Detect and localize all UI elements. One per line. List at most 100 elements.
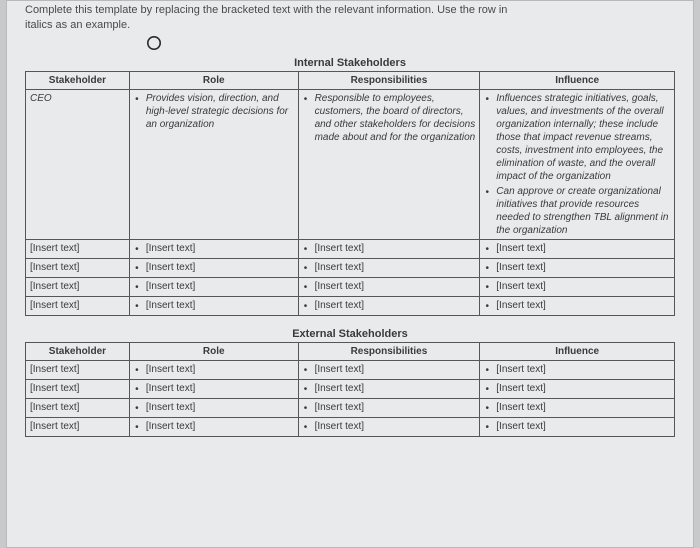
table-row: [Insert text] • [Insert text] • [Insert te… <box>26 360 675 379</box>
bullet-icon: • <box>134 280 140 294</box>
cell-text: [Insert text] <box>146 420 294 434</box>
col-stakeholder: Stakeholder <box>26 342 130 360</box>
cell-stakeholder: [Insert text] <box>26 277 130 296</box>
ceo-resp-text: Responsible to employees, customers, the… <box>315 92 476 144</box>
table-row: [Insert text] • [Insert text] • [Insert te… <box>26 379 675 398</box>
table-row: [Insert text] • [Insert text] • [Insert te… <box>26 296 675 315</box>
cell-infl: • [Insert text] <box>480 239 675 258</box>
bullet-icon: • <box>134 363 140 377</box>
ceo-influence: • Influences strategic initiatives, goal… <box>480 89 675 239</box>
bullet-icon: • <box>484 280 490 294</box>
bullet-icon: • <box>303 261 309 275</box>
ceo-infl-b: Can approve or create organizational ini… <box>496 185 670 237</box>
instruction-line-2: italics as an example. <box>25 19 130 31</box>
bullet-icon: • <box>134 261 140 275</box>
bullet-icon: • <box>484 420 490 434</box>
cell-infl: •[Insert text] <box>480 296 675 315</box>
cell-text: [Insert text] <box>315 382 476 396</box>
instruction-text: Complete this template by replacing the … <box>25 1 675 33</box>
cell-text: [Insert text] <box>146 363 294 377</box>
cell-text: [Insert text] <box>315 261 476 275</box>
cell-text: [Insert text] <box>496 420 670 434</box>
cell-text: [Insert text] <box>496 299 670 313</box>
cell-role: • [Insert text] <box>129 360 298 379</box>
col-role: Role <box>129 71 298 89</box>
bullet-icon: • <box>484 363 490 377</box>
table-row: [Insert text] • [Insert text] • [Insert te… <box>26 258 675 277</box>
cell-text: [Insert text] <box>315 242 476 256</box>
col-stakeholder: Stakeholder <box>26 71 130 89</box>
cell-resp: • [Insert text] <box>298 379 480 398</box>
cell-role: • [Insert text] <box>129 277 298 296</box>
ceo-responsibilities: • Responsible to employees, customers, t… <box>298 89 480 239</box>
cell-resp: • [Insert text] <box>298 398 480 417</box>
table-header-row: Stakeholder Role Responsibilities Influe… <box>26 71 675 89</box>
internal-stakeholders-title: Internal Stakeholders <box>25 55 675 71</box>
instruction-line-1: Complete this template by replacing the … <box>25 4 507 16</box>
bullet-icon: • <box>484 401 490 415</box>
table-header-row: Stakeholder Role Responsibilities Influe… <box>26 342 675 360</box>
external-stakeholders-table: Stakeholder Role Responsibilities Influe… <box>25 342 675 437</box>
cell-infl: • [Insert text] <box>480 398 675 417</box>
bullet-icon: • <box>303 92 309 144</box>
bullet-icon: • <box>484 242 490 256</box>
cell-text: [Insert text] <box>146 401 294 415</box>
bullet-icon: • <box>303 401 309 415</box>
cell-text: [Insert text] <box>496 261 670 275</box>
cell-stakeholder: [Insert text] <box>26 296 130 315</box>
cell-text: [Insert text] <box>315 420 476 434</box>
cell-infl: •[Insert text] <box>480 360 675 379</box>
bullet-icon: • <box>303 382 309 396</box>
cell-role: • [Insert text] <box>129 296 298 315</box>
cell-infl: •[Insert text] <box>480 277 675 296</box>
internal-stakeholders-table: Stakeholder Role Responsibilities Influe… <box>25 71 675 316</box>
bullet-icon: • <box>134 382 140 396</box>
bullet-icon: • <box>134 92 140 131</box>
cell-role: • [Insert text] <box>129 417 298 436</box>
ceo-role: • Provides vision, direction, and high-l… <box>129 89 298 239</box>
table-row: [Insert text] •[Insert text] •[Insert te… <box>26 239 675 258</box>
bullet-icon: • <box>484 261 490 275</box>
cell-stakeholder: [Insert text] <box>26 360 130 379</box>
cell-text: [Insert text] <box>146 280 294 294</box>
cell-text: [Insert text] <box>146 299 294 313</box>
document-page: Complete this template by replacing the … <box>6 0 694 548</box>
cell-role: • [Insert text] <box>129 379 298 398</box>
cell-text: [Insert text] <box>315 401 476 415</box>
cursor-area <box>25 33 675 55</box>
cell-resp: • [Insert text] <box>298 258 480 277</box>
cell-stakeholder: [Insert text] <box>26 379 130 398</box>
cell-stakeholder: [Insert text] <box>26 258 130 277</box>
ceo-role-text: Provides vision, direction, and high-lev… <box>146 92 294 131</box>
table-row: [Insert text] • [Insert text] • [Insert te… <box>26 277 675 296</box>
cell-stakeholder: [Insert text] <box>26 417 130 436</box>
cell-resp: • [Insert text] <box>298 296 480 315</box>
bullet-icon: • <box>484 92 490 183</box>
cell-text: [Insert text] <box>496 401 670 415</box>
bullet-icon: • <box>134 420 140 434</box>
cell-role: • [Insert text] <box>129 398 298 417</box>
bullet-icon: • <box>303 299 309 313</box>
cell-role: •[Insert text] <box>129 239 298 258</box>
col-role: Role <box>129 342 298 360</box>
col-responsibilities: Responsibilities <box>298 71 480 89</box>
cell-text: [Insert text] <box>315 363 476 377</box>
bullet-icon: • <box>134 299 140 313</box>
col-responsibilities: Responsibilities <box>298 342 480 360</box>
cell-text: [Insert text] <box>315 280 476 294</box>
table-row: [Insert text] • [Insert text] • [Insert te… <box>26 417 675 436</box>
bullet-icon: • <box>303 280 309 294</box>
cell-text: [Insert text] <box>315 299 476 313</box>
col-influence: Influence <box>480 342 675 360</box>
cell-text: [Insert text] <box>146 382 294 396</box>
bullet-icon: • <box>484 382 490 396</box>
cell-resp: • [Insert text] <box>298 277 480 296</box>
bullet-icon: • <box>134 401 140 415</box>
cell-stakeholder: [Insert text] <box>26 239 130 258</box>
cell-text: [Insert text] <box>496 382 670 396</box>
bullet-icon: • <box>303 363 309 377</box>
cell-stakeholder: [Insert text] <box>26 398 130 417</box>
cell-text: [Insert text] <box>496 242 670 256</box>
cell-text: [Insert text] <box>146 242 294 256</box>
table-row-ceo: CEO • Provides vision, direction, and hi… <box>26 89 675 239</box>
